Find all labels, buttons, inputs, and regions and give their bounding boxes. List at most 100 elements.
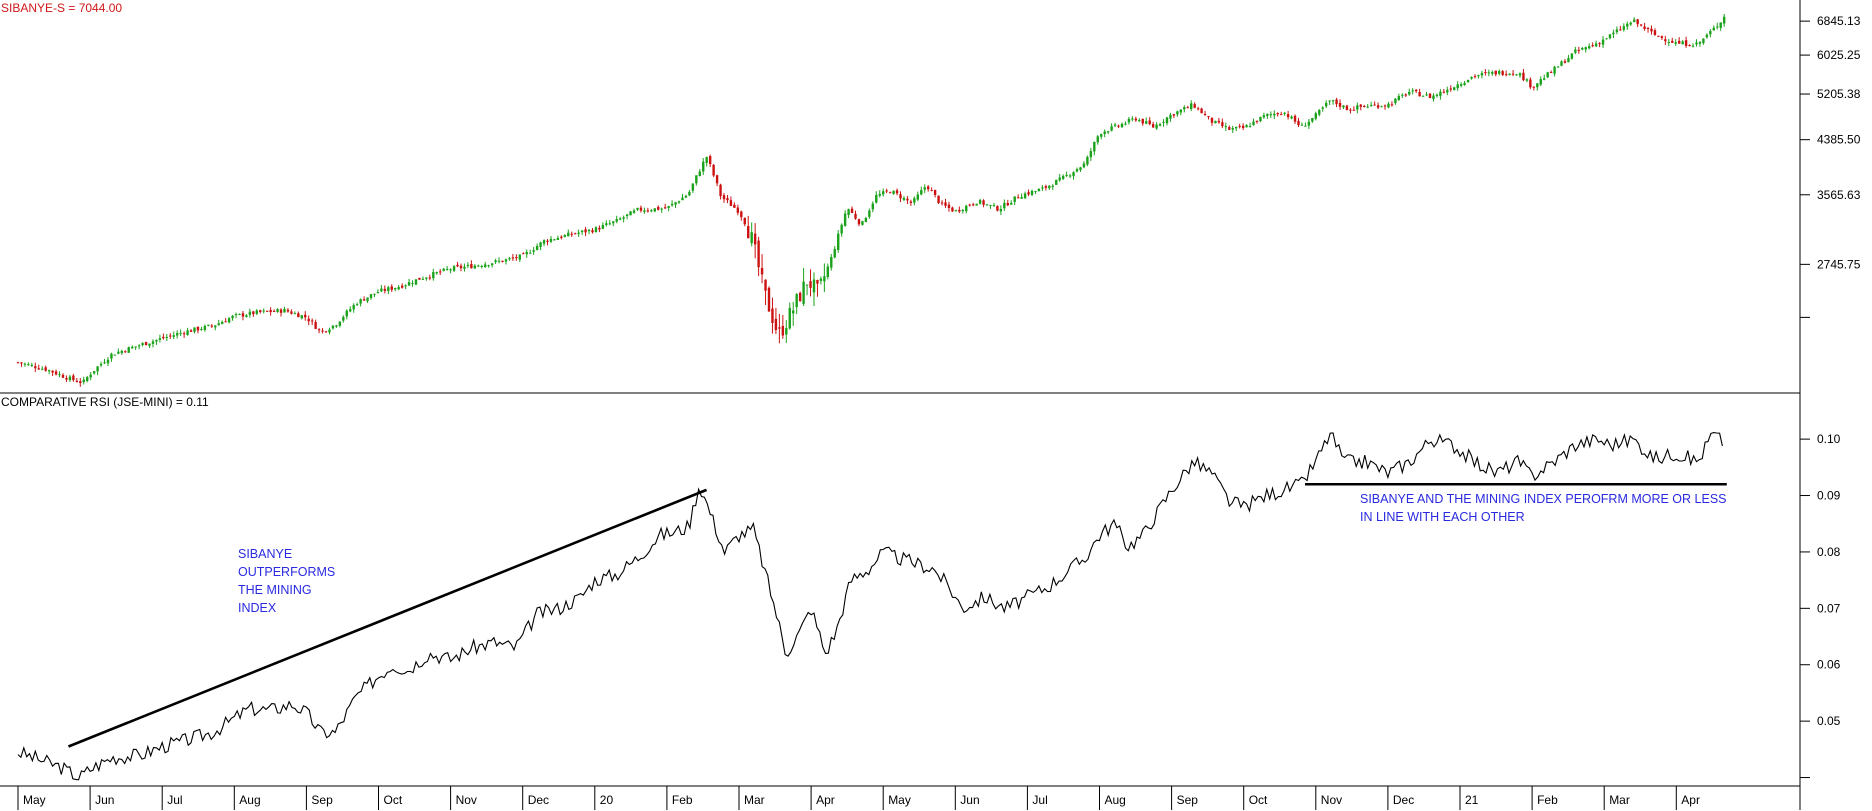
- candle-body: [407, 282, 411, 286]
- candle-body: [556, 237, 560, 240]
- candle-body: [241, 313, 245, 317]
- candle-body: [1293, 115, 1297, 122]
- candle-body: [1051, 185, 1054, 187]
- candle-body: [670, 203, 674, 206]
- candle-body: [214, 325, 217, 328]
- candle-body: [785, 328, 788, 335]
- candle-body: [1639, 24, 1643, 26]
- candle-body: [1210, 117, 1214, 123]
- candle-body: [1532, 86, 1536, 88]
- x-tick-label: Oct: [1249, 793, 1268, 807]
- candle-body: [127, 347, 130, 353]
- candle-body: [608, 223, 611, 225]
- candle-body: [1093, 142, 1096, 152]
- candle-body: [487, 265, 490, 267]
- candle-body: [1536, 83, 1539, 88]
- candle-body: [570, 233, 573, 235]
- candle-body: [1581, 47, 1584, 50]
- candle-body: [625, 214, 629, 217]
- candle-body: [331, 325, 335, 329]
- candle-body: [1224, 126, 1228, 128]
- candle-body: [1241, 125, 1245, 129]
- candle-body: [207, 324, 210, 326]
- candle-body: [736, 207, 740, 213]
- candle-body: [1148, 120, 1151, 125]
- candle-body: [23, 363, 27, 365]
- candle-body: [1712, 27, 1715, 31]
- candle-body: [1061, 175, 1065, 179]
- candle-body: [65, 378, 68, 380]
- candle-body: [809, 281, 812, 288]
- candle-body: [1138, 120, 1141, 122]
- candle-body: [259, 310, 262, 313]
- candle-body: [1470, 76, 1473, 79]
- candle-body: [857, 219, 861, 225]
- candle-body: [843, 213, 847, 226]
- candle-body: [1203, 113, 1207, 115]
- candle-body: [511, 257, 515, 259]
- price-title: SIBANYE-S = 7044.00: [1, 1, 123, 15]
- candle-body: [1151, 124, 1155, 128]
- candle-body: [567, 232, 570, 237]
- candle-body: [812, 279, 816, 293]
- candle-body: [349, 309, 352, 312]
- candle-body: [871, 203, 875, 210]
- candle-body: [764, 279, 767, 291]
- candle-body: [1235, 126, 1238, 129]
- candle-body: [37, 368, 40, 370]
- candle-body: [882, 191, 885, 195]
- candle-body: [760, 268, 764, 275]
- candle-body: [1245, 125, 1248, 128]
- candle-body: [1155, 124, 1158, 129]
- candle-body: [1442, 91, 1446, 93]
- candle-body: [1366, 106, 1369, 108]
- x-tick-label: Feb: [1537, 793, 1558, 807]
- rsi-y-tick-label: 0.05: [1817, 714, 1841, 728]
- candle-body: [352, 304, 355, 310]
- candle-body: [449, 269, 452, 271]
- candle-body: [1588, 46, 1591, 49]
- candle-body: [923, 187, 926, 190]
- x-tick-label: Nov: [456, 793, 477, 807]
- candle-body: [1677, 40, 1681, 44]
- candle-body: [573, 233, 577, 235]
- trendline-rising: [67, 488, 708, 748]
- x-tick-label: Sep: [311, 793, 333, 807]
- candle-body: [722, 195, 726, 200]
- candle-body: [1016, 197, 1020, 199]
- candle-body: [1328, 100, 1331, 102]
- candle-body: [899, 194, 902, 199]
- candle-body: [615, 218, 618, 222]
- candle-body: [1615, 29, 1619, 33]
- candle-body: [137, 345, 141, 347]
- candle-body: [342, 316, 345, 321]
- candle-body: [1563, 61, 1567, 63]
- candle-body: [1010, 202, 1013, 205]
- candle-body: [411, 283, 414, 285]
- candle-body: [324, 331, 328, 333]
- candle-body: [733, 204, 736, 208]
- candle-body: [792, 310, 795, 314]
- candle-body: [1037, 189, 1041, 192]
- price-y-tick-label: 3565.63: [1817, 188, 1861, 202]
- candle-body: [999, 208, 1003, 212]
- candle-body: [175, 333, 179, 336]
- candle-body: [51, 370, 54, 373]
- candle-body: [397, 287, 400, 290]
- candle-body: [1674, 42, 1677, 44]
- candle-body: [1304, 125, 1307, 127]
- candle-body: [992, 205, 996, 207]
- candle-body: [888, 192, 892, 194]
- candle-body: [1632, 19, 1636, 22]
- candle-body: [978, 200, 982, 204]
- candle-body: [1480, 73, 1484, 76]
- candle-body: [1560, 61, 1563, 66]
- candle-body: [1449, 88, 1452, 90]
- candle-body: [1318, 110, 1321, 115]
- candle-body: [1110, 126, 1113, 131]
- candle-body: [549, 238, 553, 242]
- candle-body: [1106, 131, 1110, 133]
- candle-body: [1411, 90, 1414, 92]
- candle-body: [470, 264, 473, 269]
- candle-body: [1266, 113, 1269, 116]
